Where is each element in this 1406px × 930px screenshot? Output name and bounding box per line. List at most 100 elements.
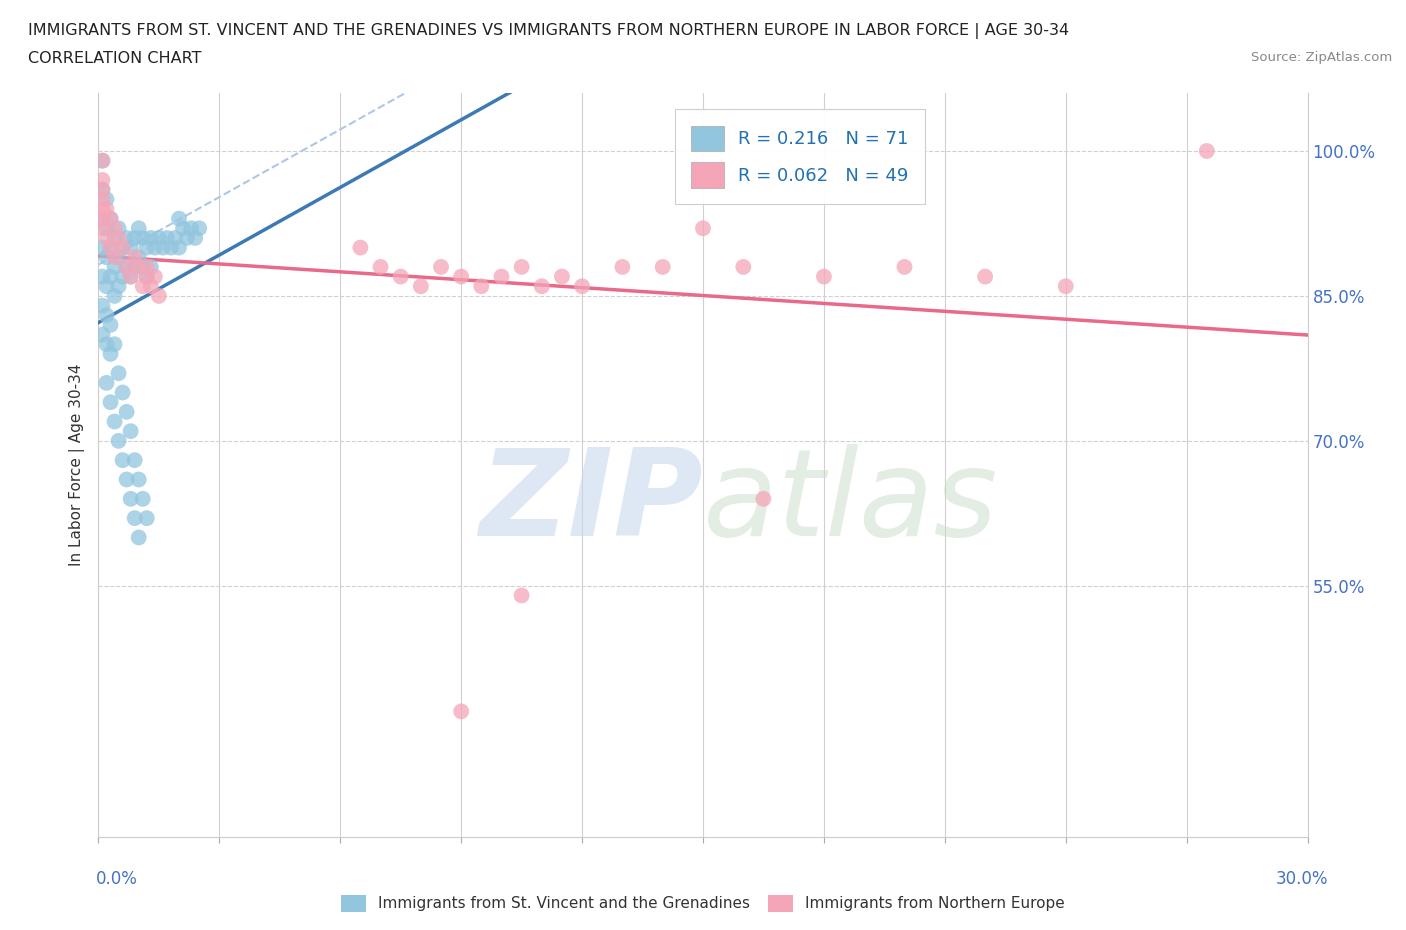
- Point: [103, 337, 125, 352]
- Text: 30.0%: 30.0%: [1277, 870, 1329, 887]
- Point: [163, 231, 186, 246]
- Point: [349, 240, 371, 255]
- Point: [91, 192, 114, 206]
- Point: [96, 202, 118, 217]
- Point: [510, 588, 533, 603]
- Point: [430, 259, 453, 274]
- Point: [111, 240, 134, 255]
- Point: [100, 347, 122, 362]
- Text: CORRELATION CHART: CORRELATION CHART: [28, 51, 201, 66]
- Point: [96, 220, 118, 235]
- Point: [100, 317, 122, 332]
- Point: [135, 269, 157, 284]
- Text: Source: ZipAtlas.com: Source: ZipAtlas.com: [1251, 51, 1392, 64]
- Point: [91, 182, 114, 197]
- Point: [96, 192, 118, 206]
- Point: [143, 269, 166, 284]
- Point: [128, 220, 150, 235]
- Point: [409, 279, 432, 294]
- Point: [612, 259, 634, 274]
- Point: [91, 173, 114, 188]
- Point: [530, 279, 553, 294]
- Point: [120, 491, 142, 506]
- Point: [172, 220, 194, 235]
- Point: [139, 231, 162, 246]
- Point: [124, 231, 146, 246]
- Point: [111, 385, 134, 400]
- Point: [450, 269, 472, 284]
- Point: [143, 240, 166, 255]
- Point: [100, 240, 122, 255]
- Point: [120, 240, 142, 255]
- Point: [135, 269, 157, 284]
- Point: [115, 259, 138, 274]
- Text: ZIP: ZIP: [479, 444, 703, 561]
- Point: [651, 259, 673, 274]
- Point: [96, 279, 118, 294]
- Point: [370, 259, 392, 274]
- Legend: R = 0.216   N = 71, R = 0.062   N = 49: R = 0.216 N = 71, R = 0.062 N = 49: [675, 110, 925, 204]
- Point: [128, 250, 150, 265]
- Point: [120, 269, 142, 284]
- Point: [1054, 279, 1077, 294]
- Legend: Immigrants from St. Vincent and the Grenadines, Immigrants from Northern Europe: Immigrants from St. Vincent and the Gren…: [335, 889, 1071, 918]
- Point: [91, 211, 114, 226]
- Point: [551, 269, 574, 284]
- Point: [91, 182, 114, 197]
- Point: [115, 259, 138, 274]
- Point: [91, 240, 114, 255]
- Point: [124, 250, 146, 265]
- Point: [91, 153, 114, 168]
- Point: [128, 530, 150, 545]
- Point: [103, 288, 125, 303]
- Point: [91, 220, 114, 235]
- Point: [139, 259, 162, 274]
- Text: IMMIGRANTS FROM ST. VINCENT AND THE GRENADINES VS IMMIGRANTS FROM NORTHERN EUROP: IMMIGRANTS FROM ST. VINCENT AND THE GREN…: [28, 23, 1069, 39]
- Point: [107, 279, 129, 294]
- Point: [167, 211, 190, 226]
- Point: [107, 433, 129, 448]
- Point: [124, 453, 146, 468]
- Point: [1195, 143, 1218, 158]
- Point: [148, 288, 170, 303]
- Point: [115, 472, 138, 487]
- Point: [152, 240, 174, 255]
- Point: [120, 269, 142, 284]
- Point: [893, 259, 915, 274]
- Point: [167, 240, 190, 255]
- Point: [733, 259, 755, 274]
- Point: [91, 269, 114, 284]
- Point: [571, 279, 593, 294]
- Point: [813, 269, 835, 284]
- Text: 0.0%: 0.0%: [96, 870, 138, 887]
- Point: [176, 231, 198, 246]
- Point: [132, 279, 155, 294]
- Point: [107, 250, 129, 265]
- Point: [103, 220, 125, 235]
- Point: [128, 472, 150, 487]
- Point: [91, 153, 114, 168]
- Point: [132, 259, 155, 274]
- Point: [91, 211, 114, 226]
- Point: [103, 231, 125, 246]
- Point: [184, 231, 207, 246]
- Point: [111, 240, 134, 255]
- Point: [96, 308, 118, 323]
- Point: [91, 299, 114, 313]
- Point: [752, 491, 775, 506]
- Point: [139, 279, 162, 294]
- Point: [132, 491, 155, 506]
- Point: [135, 511, 157, 525]
- Point: [124, 259, 146, 274]
- Point: [148, 231, 170, 246]
- Point: [100, 240, 122, 255]
- Point: [115, 231, 138, 246]
- Point: [96, 250, 118, 265]
- Point: [470, 279, 492, 294]
- Point: [135, 240, 157, 255]
- Point: [180, 220, 202, 235]
- Point: [156, 231, 179, 246]
- Point: [107, 365, 129, 380]
- Point: [115, 405, 138, 419]
- Point: [132, 231, 155, 246]
